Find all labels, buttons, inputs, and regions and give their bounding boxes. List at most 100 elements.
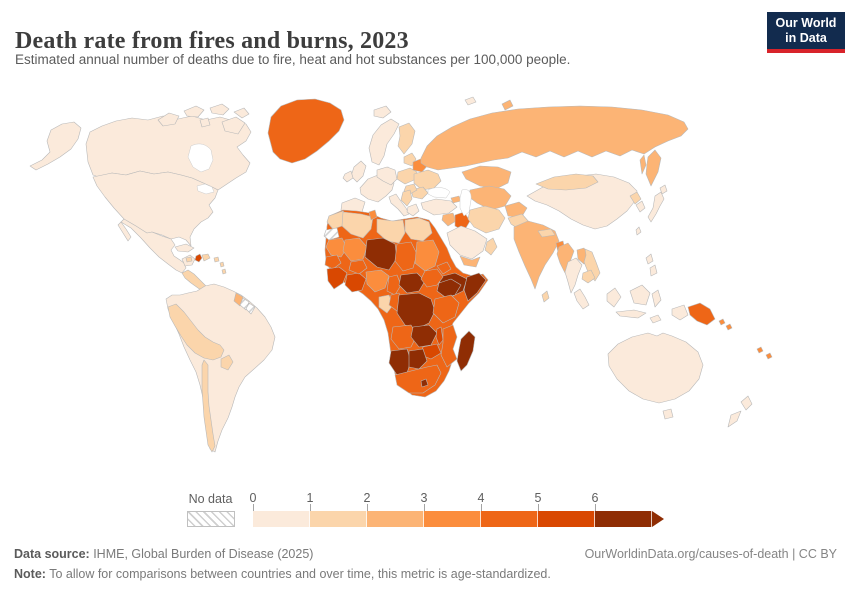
region-antilles-1[interactable] — [219, 261, 225, 268]
region-mali[interactable] — [342, 237, 368, 262]
region-baffin-island[interactable] — [221, 116, 246, 135]
region-taiwan[interactable] — [635, 226, 642, 236]
region-sumatra[interactable] — [606, 287, 622, 308]
region-antilles-2[interactable] — [221, 268, 227, 275]
region-angola[interactable] — [390, 324, 418, 350]
region-senegal[interactable] — [324, 254, 342, 270]
region-ireland[interactable] — [342, 170, 354, 183]
region-philippines-mindanao[interactable] — [649, 264, 658, 277]
region-australia[interactable] — [607, 332, 704, 404]
region-tanzania[interactable] — [432, 294, 460, 324]
legend-bin-6[interactable] — [595, 511, 652, 527]
region-drc[interactable] — [396, 292, 436, 330]
region-india[interactable] — [513, 220, 560, 290]
region-nz-south[interactable] — [727, 410, 742, 428]
region-paraguay[interactable] — [220, 354, 234, 371]
region-western-sahara[interactable] — [323, 227, 340, 241]
region-tunisia[interactable] — [368, 209, 378, 221]
region-egypt[interactable] — [404, 217, 433, 242]
region-chile[interactable] — [201, 359, 216, 453]
region-kamchatka[interactable] — [645, 149, 662, 187]
region-sulawesi[interactable] — [651, 289, 662, 308]
region-syria[interactable] — [441, 212, 457, 227]
region-french-guiana[interactable] — [245, 302, 256, 315]
region-cambodia[interactable] — [581, 269, 596, 284]
region-iceland[interactable] — [373, 105, 392, 119]
region-nz-north[interactable] — [740, 395, 753, 411]
region-thailand[interactable] — [564, 257, 583, 294]
region-kazakhstan[interactable] — [461, 165, 512, 190]
region-canada-island-2[interactable] — [183, 105, 205, 118]
region-dominican-republic[interactable] — [201, 253, 211, 262]
region-uk[interactable] — [350, 160, 367, 183]
region-philippines-luzon[interactable] — [645, 253, 654, 265]
region-japan-hokkaido[interactable] — [659, 184, 668, 195]
region-algeria[interactable] — [341, 211, 374, 239]
owid-logo[interactable]: Our World in Data — [767, 12, 845, 53]
region-mongolia[interactable] — [535, 173, 599, 191]
region-niger[interactable] — [364, 237, 398, 271]
region-canada-island-4[interactable] — [233, 107, 250, 119]
region-georgia[interactable] — [450, 195, 462, 204]
region-canada-island-1[interactable] — [157, 112, 180, 127]
legend-bin-5[interactable] — [538, 511, 595, 527]
region-canada-island-5[interactable] — [199, 117, 211, 128]
region-libya[interactable] — [376, 218, 406, 244]
region-cameroon[interactable] — [386, 274, 402, 296]
region-canada-island-3[interactable] — [209, 103, 230, 116]
region-west-papua[interactable] — [671, 304, 689, 321]
region-solomon-1[interactable] — [718, 318, 726, 326]
region-germany[interactable] — [376, 166, 398, 186]
region-fiji[interactable] — [765, 352, 773, 360]
region-norway-sweden[interactable] — [368, 118, 400, 166]
region-central-asia[interactable] — [468, 185, 512, 211]
region-jamaica[interactable] — [185, 256, 193, 263]
region-cuba[interactable] — [174, 243, 195, 253]
region-puerto-rico[interactable] — [213, 256, 220, 263]
region-java[interactable] — [615, 309, 647, 319]
region-nigeria[interactable] — [365, 269, 390, 293]
region-balkans[interactable] — [400, 189, 413, 207]
legend-bin-1[interactable] — [310, 511, 367, 527]
region-finland[interactable] — [397, 122, 416, 155]
region-greenland[interactable] — [267, 98, 345, 164]
region-peru-bolivia[interactable] — [167, 303, 225, 361]
legend-bin-3[interactable] — [424, 511, 481, 527]
region-papua-new-guinea[interactable] — [687, 302, 716, 326]
legend-no-data-swatch[interactable] — [187, 511, 235, 527]
region-tasmania[interactable] — [662, 408, 674, 420]
region-malaysia[interactable] — [573, 288, 590, 310]
region-italy[interactable] — [388, 193, 410, 217]
region-oman[interactable] — [484, 237, 498, 256]
region-sakhalin[interactable] — [639, 154, 647, 175]
region-baja[interactable] — [117, 221, 132, 242]
legend-bin-0[interactable] — [253, 511, 310, 527]
region-vanuatu[interactable] — [756, 346, 764, 354]
region-mozambique[interactable] — [440, 324, 458, 368]
legend-bin-4[interactable] — [481, 511, 538, 527]
region-south-korea[interactable] — [635, 200, 646, 213]
region-somalia[interactable] — [463, 272, 487, 302]
region-svalbard[interactable] — [464, 96, 477, 106]
footer-credit-link[interactable]: OurWorldinData.org/causes-of-death | CC … — [584, 547, 837, 561]
region-borneo[interactable] — [629, 284, 651, 306]
region-south-sudan[interactable] — [420, 268, 444, 288]
region-gabon[interactable] — [378, 294, 394, 314]
region-japan-honshu[interactable] — [647, 191, 665, 223]
region-north-korea[interactable] — [629, 191, 642, 205]
region-madagascar[interactable] — [456, 330, 476, 372]
region-iran[interactable] — [467, 205, 506, 234]
region-ukraine[interactable] — [413, 169, 442, 191]
region-nepal[interactable] — [537, 228, 556, 238]
region-saudi-arabia[interactable] — [446, 225, 488, 260]
region-sudan[interactable] — [414, 239, 440, 272]
region-namibia[interactable] — [388, 348, 412, 376]
region-novaya-zemlya[interactable] — [501, 99, 514, 111]
region-south-africa[interactable] — [394, 364, 442, 394]
region-timor[interactable] — [649, 314, 662, 324]
region-south-america[interactable] — [165, 283, 276, 453]
region-alaska[interactable] — [29, 121, 82, 171]
region-mauritania[interactable] — [325, 237, 348, 258]
region-haiti[interactable] — [194, 253, 203, 263]
region-solomon-2[interactable] — [725, 323, 733, 331]
